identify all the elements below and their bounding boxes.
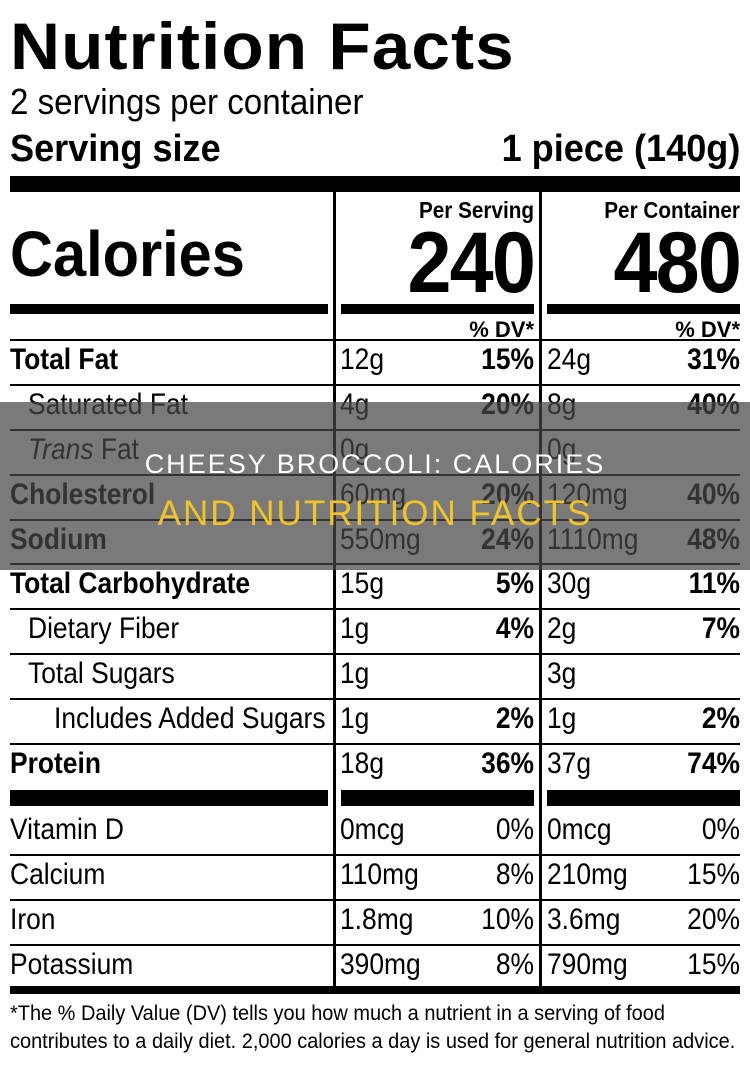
container-dv: 11% <box>688 567 740 600</box>
container-dv: 7% <box>701 612 740 645</box>
serving-amount: 1g <box>340 612 370 645</box>
nutrient-name-text: Protein <box>10 747 101 780</box>
serving-amount: 12g <box>340 343 385 376</box>
thick-divider-bottom <box>10 986 740 994</box>
vitamin-serving-dv: 10% <box>481 903 534 936</box>
container-amount: 2g <box>547 612 577 645</box>
servings-per-container: 2 servings per container <box>10 81 364 122</box>
nutrient-name: Total Carbohydrate <box>10 566 250 602</box>
row-rule <box>10 608 740 610</box>
nutrient-name-text: Total Fat <box>10 343 119 376</box>
serving-amount: 1g <box>340 657 370 690</box>
vitamin-name: Calcium <box>10 858 106 891</box>
serving-amount: 1g <box>340 702 370 735</box>
nutrient-name: Protein <box>10 746 101 782</box>
vitamin-container-dv: 20% <box>687 903 740 936</box>
vitamin-row-rule <box>10 899 740 901</box>
serving-dv: 4% <box>495 612 534 645</box>
vitamin-name: Vitamin D <box>10 813 124 846</box>
vitamin-serving-amount: 110mg <box>340 858 419 891</box>
daily-value-footnote: *The % Daily Value (DV) tells you how mu… <box>10 1000 736 1056</box>
container-dv: 74% <box>687 747 740 780</box>
nutrient-name: Dietary Fiber <box>28 611 179 647</box>
banner-title-line-2: AND NUTRITION FACTS <box>157 494 593 533</box>
calories-divider-left <box>10 304 328 314</box>
row-rule <box>10 339 740 341</box>
row-rule <box>10 698 740 700</box>
thick-divider-vitamins-mid <box>341 790 534 806</box>
column-divider-left <box>333 192 336 986</box>
serving-size-label: Serving size <box>10 128 221 170</box>
vitamin-container-amount: 210mg <box>547 858 628 891</box>
serving-dv: 2% <box>495 702 534 735</box>
row-rule <box>10 384 740 386</box>
serving-size-value: 1 piece (140g) <box>501 128 740 170</box>
container-dv: 2% <box>701 702 740 735</box>
row-rule <box>10 653 740 655</box>
vitamin-serving-amount: 390mg <box>340 948 421 981</box>
dv-heading-serving: % DV* <box>469 317 534 342</box>
serving-amount: 15g <box>340 567 385 600</box>
calories-per-serving: 240 <box>407 215 536 311</box>
nutrient-name-text: Total Carbohydrate <box>10 567 251 600</box>
container-amount: 30g <box>547 567 592 600</box>
serving-amount: 18g <box>340 747 385 780</box>
nutrient-name: Total Fat <box>10 342 118 378</box>
row-rule <box>10 743 740 745</box>
vitamin-row-rule <box>10 944 740 946</box>
serving-dv: 5% <box>495 567 534 600</box>
container-amount: 37g <box>547 747 592 780</box>
vitamin-serving-amount: 0mcg <box>340 813 405 846</box>
vitamin-serving-dv: 0% <box>495 813 534 846</box>
thick-divider-top <box>10 176 740 192</box>
vitamin-row-rule <box>10 854 740 856</box>
vitamin-container-dv: 15% <box>687 948 740 981</box>
label-title: Nutrition Facts <box>10 9 515 83</box>
vitamin-name: Iron <box>10 903 56 936</box>
nutrient-name-text: Includes Added Sugars <box>54 702 326 735</box>
calories-divider-mid <box>341 304 534 314</box>
thick-divider-vitamins-left <box>10 790 328 806</box>
vitamin-serving-dv: 8% <box>495 858 534 891</box>
vitamin-container-amount: 0mcg <box>547 813 612 846</box>
per-serving-heading: Per Serving <box>418 197 534 223</box>
vitamin-serving-amount: 1.8mg <box>340 903 414 936</box>
vitamin-name: Potassium <box>10 948 134 981</box>
container-dv: 31% <box>687 343 740 376</box>
per-container-heading: Per Container <box>604 197 740 223</box>
vitamin-container-dv: 0% <box>701 813 740 846</box>
footnote-line-2: contributes to a daily diet. 2,000 calor… <box>10 1030 736 1053</box>
nutrient-name: Total Sugars <box>28 656 175 692</box>
calories-label: Calories <box>10 218 245 290</box>
vitamin-serving-dv: 8% <box>495 948 534 981</box>
nutrient-name-text: Total Sugars <box>28 657 175 690</box>
vitamin-container-amount: 790mg <box>547 948 628 981</box>
dv-heading-container: % DV* <box>675 317 740 342</box>
vitamin-container-amount: 3.6mg <box>547 903 621 936</box>
vitamin-container-dv: 15% <box>687 858 740 891</box>
serving-dv: 15% <box>481 343 534 376</box>
column-divider-right <box>539 192 542 986</box>
container-amount: 3g <box>547 657 577 690</box>
footnote-line-1: *The % Daily Value (DV) tells you how mu… <box>10 1002 665 1025</box>
calories-divider-right <box>547 304 740 314</box>
serving-dv: 36% <box>481 747 534 780</box>
container-amount: 24g <box>547 343 592 376</box>
thick-divider-vitamins-right <box>547 790 740 806</box>
container-amount: 1g <box>547 702 577 735</box>
nutrient-name: Includes Added Sugars <box>54 701 326 737</box>
title-banner <box>0 402 750 570</box>
banner-title-line-1: CHEESY BROCCOLI: CALORIES <box>144 449 606 479</box>
calories-per-container: 480 <box>613 215 742 311</box>
nutrient-name-text: Dietary Fiber <box>28 612 180 645</box>
